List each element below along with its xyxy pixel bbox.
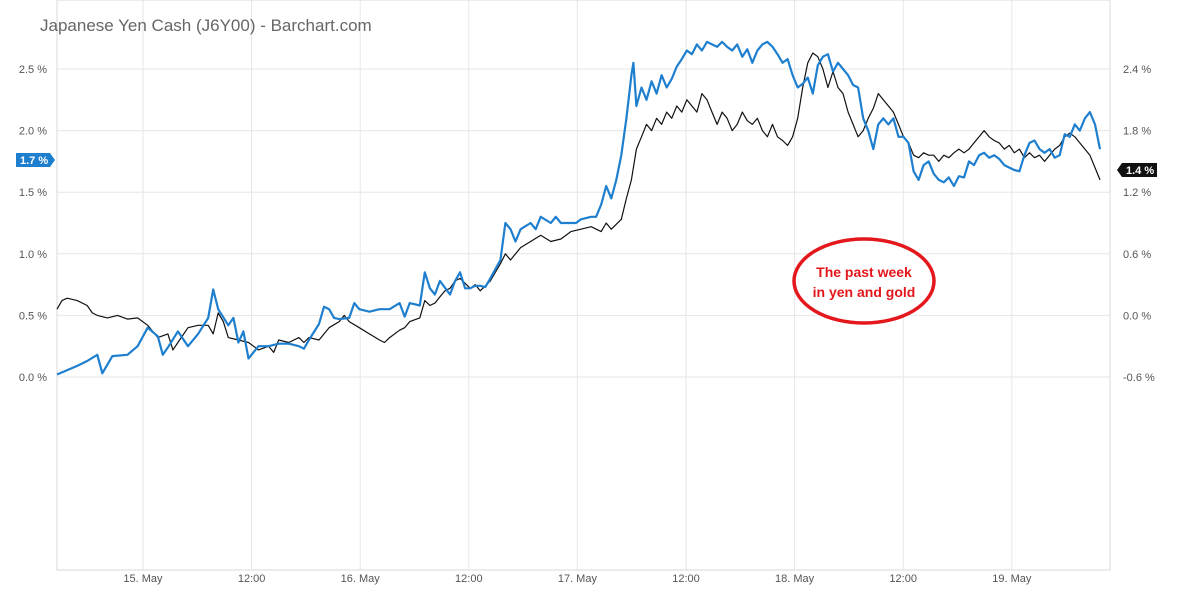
x-axis-ticks: 15. May 12:00 16. May 12:00 17. May 12:00 18. … — [123, 573, 1031, 585]
right-last-value-badge: 1.4 % — [1117, 163, 1157, 177]
right-axis-ticks: -0.6 % 0.0 % 0.6 % 1.2 % 1.8 % 2.4 % — [1123, 64, 1155, 384]
left-tick-label: 2.0 % — [19, 126, 47, 138]
x-tick-label: 16. May — [341, 573, 381, 585]
left-tick-label: 1.0 % — [19, 249, 47, 261]
left-tick-label: 0.5 % — [19, 310, 47, 322]
left-last-value-text: 1.7 % — [20, 155, 48, 167]
right-last-value-text: 1.4 % — [1126, 165, 1154, 177]
plot-frame — [56, 0, 1111, 571]
x-tick-label: 17. May — [558, 573, 598, 585]
x-tick-label: 12:00 — [889, 573, 917, 585]
x-tick-label: 18. May — [775, 573, 815, 585]
left-tick-label: 1.5 % — [19, 187, 47, 199]
x-tick-label: 12:00 — [672, 573, 700, 585]
series-layer — [56, 40, 1102, 376]
right-tick-label: -0.6 % — [1123, 372, 1155, 384]
left-axis-ticks: 0.0 % 0.5 % 1.0 % 1.5 % 2.0 % 2.5 % — [19, 64, 47, 384]
last-value-badges: 1.7 % 1.4 % — [16, 153, 1157, 177]
right-tick-label: 1.2 % — [1123, 187, 1151, 199]
x-tick-label: 12:00 — [455, 573, 483, 585]
right-tick-label: 1.8 % — [1123, 126, 1151, 138]
chart-title: Japanese Yen Cash (J6Y00) - Barchart.com — [40, 16, 372, 35]
annotation-line-1: The past week — [816, 264, 912, 280]
annotation-ellipse — [792, 237, 936, 325]
left-tick-label: 2.5 % — [19, 64, 47, 76]
annotation-line-2: in yen and gold — [813, 284, 916, 300]
left-last-value-badge: 1.7 % — [16, 153, 55, 167]
right-tick-label: 0.0 % — [1123, 310, 1151, 322]
series-line-black — [56, 52, 1101, 353]
right-tick-label: 2.4 % — [1123, 64, 1151, 76]
x-tick-label: 19. May — [992, 573, 1032, 585]
annotation: The past week in yen and gold — [792, 237, 936, 325]
right-tick-label: 0.6 % — [1123, 249, 1151, 261]
x-tick-label: 12:00 — [238, 573, 266, 585]
series-line-blue — [56, 40, 1102, 376]
left-tick-label: 0.0 % — [19, 372, 47, 384]
x-tick-label: 15. May — [123, 573, 163, 585]
